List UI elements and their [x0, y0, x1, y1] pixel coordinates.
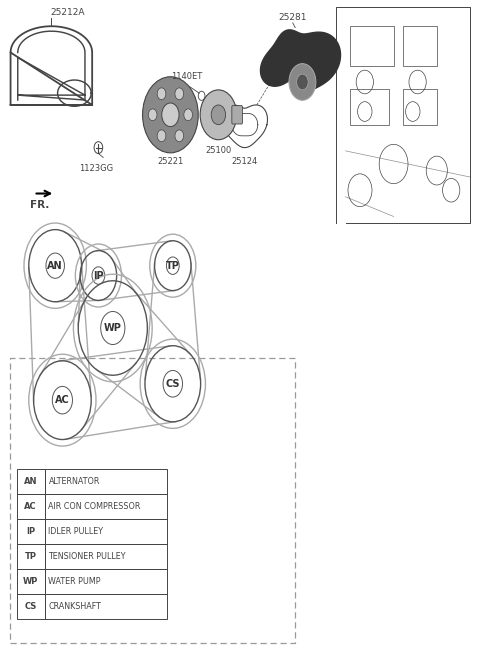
Bar [350, 89, 389, 125]
Circle shape [175, 130, 183, 142]
Circle shape [148, 109, 157, 121]
Text: TP: TP [166, 260, 180, 271]
Text: 1123GG: 1123GG [79, 164, 113, 173]
Text: IP: IP [93, 270, 104, 281]
Text: AN: AN [24, 477, 37, 486]
Circle shape [289, 64, 316, 100]
Bar [10, 358, 295, 643]
Text: WP: WP [104, 323, 122, 333]
Bar [350, 26, 394, 66]
Text: AC: AC [24, 502, 37, 511]
Text: IP: IP [26, 527, 36, 536]
Bar [45, 544, 167, 569]
Text: CRANKSHAFT: CRANKSHAFT [48, 602, 101, 611]
Text: 25221: 25221 [157, 157, 183, 167]
Text: TP: TP [25, 552, 36, 561]
Bar [45, 594, 167, 619]
Text: 25100: 25100 [205, 146, 231, 155]
Text: FR.: FR. [30, 200, 49, 210]
Bar [403, 89, 437, 125]
Bar [45, 494, 167, 519]
Bar [17, 469, 45, 494]
Circle shape [200, 90, 237, 140]
Text: 1140ET: 1140ET [171, 72, 203, 81]
Bar [17, 569, 45, 594]
Circle shape [143, 77, 198, 153]
Text: AN: AN [48, 260, 63, 271]
Circle shape [297, 74, 308, 90]
Bar [45, 569, 167, 594]
Text: TENSIONER PULLEY: TENSIONER PULLEY [48, 552, 126, 561]
Text: 25281: 25281 [278, 12, 307, 22]
Circle shape [157, 130, 166, 142]
Text: CS: CS [166, 379, 180, 389]
FancyBboxPatch shape [232, 106, 242, 124]
Text: ALTERNATOR: ALTERNATOR [48, 477, 100, 486]
Bar [17, 494, 45, 519]
Bar [17, 544, 45, 569]
Text: 25212A: 25212A [50, 8, 84, 17]
Bar [45, 469, 167, 494]
Circle shape [162, 103, 179, 127]
Bar [45, 519, 167, 544]
Circle shape [175, 88, 183, 100]
Text: 25124: 25124 [232, 157, 258, 167]
Bar [17, 519, 45, 544]
Text: AIR CON COMPRESSOR: AIR CON COMPRESSOR [48, 502, 141, 511]
Circle shape [157, 88, 166, 100]
Text: AC: AC [55, 395, 70, 405]
Text: WATER PUMP: WATER PUMP [48, 577, 101, 586]
Text: IDLER PULLEY: IDLER PULLEY [48, 527, 104, 536]
Text: CS: CS [24, 602, 37, 611]
Bar [403, 26, 437, 66]
Circle shape [211, 105, 226, 125]
Bar [17, 594, 45, 619]
Polygon shape [261, 30, 340, 92]
Text: WP: WP [23, 577, 38, 586]
Circle shape [184, 109, 192, 121]
